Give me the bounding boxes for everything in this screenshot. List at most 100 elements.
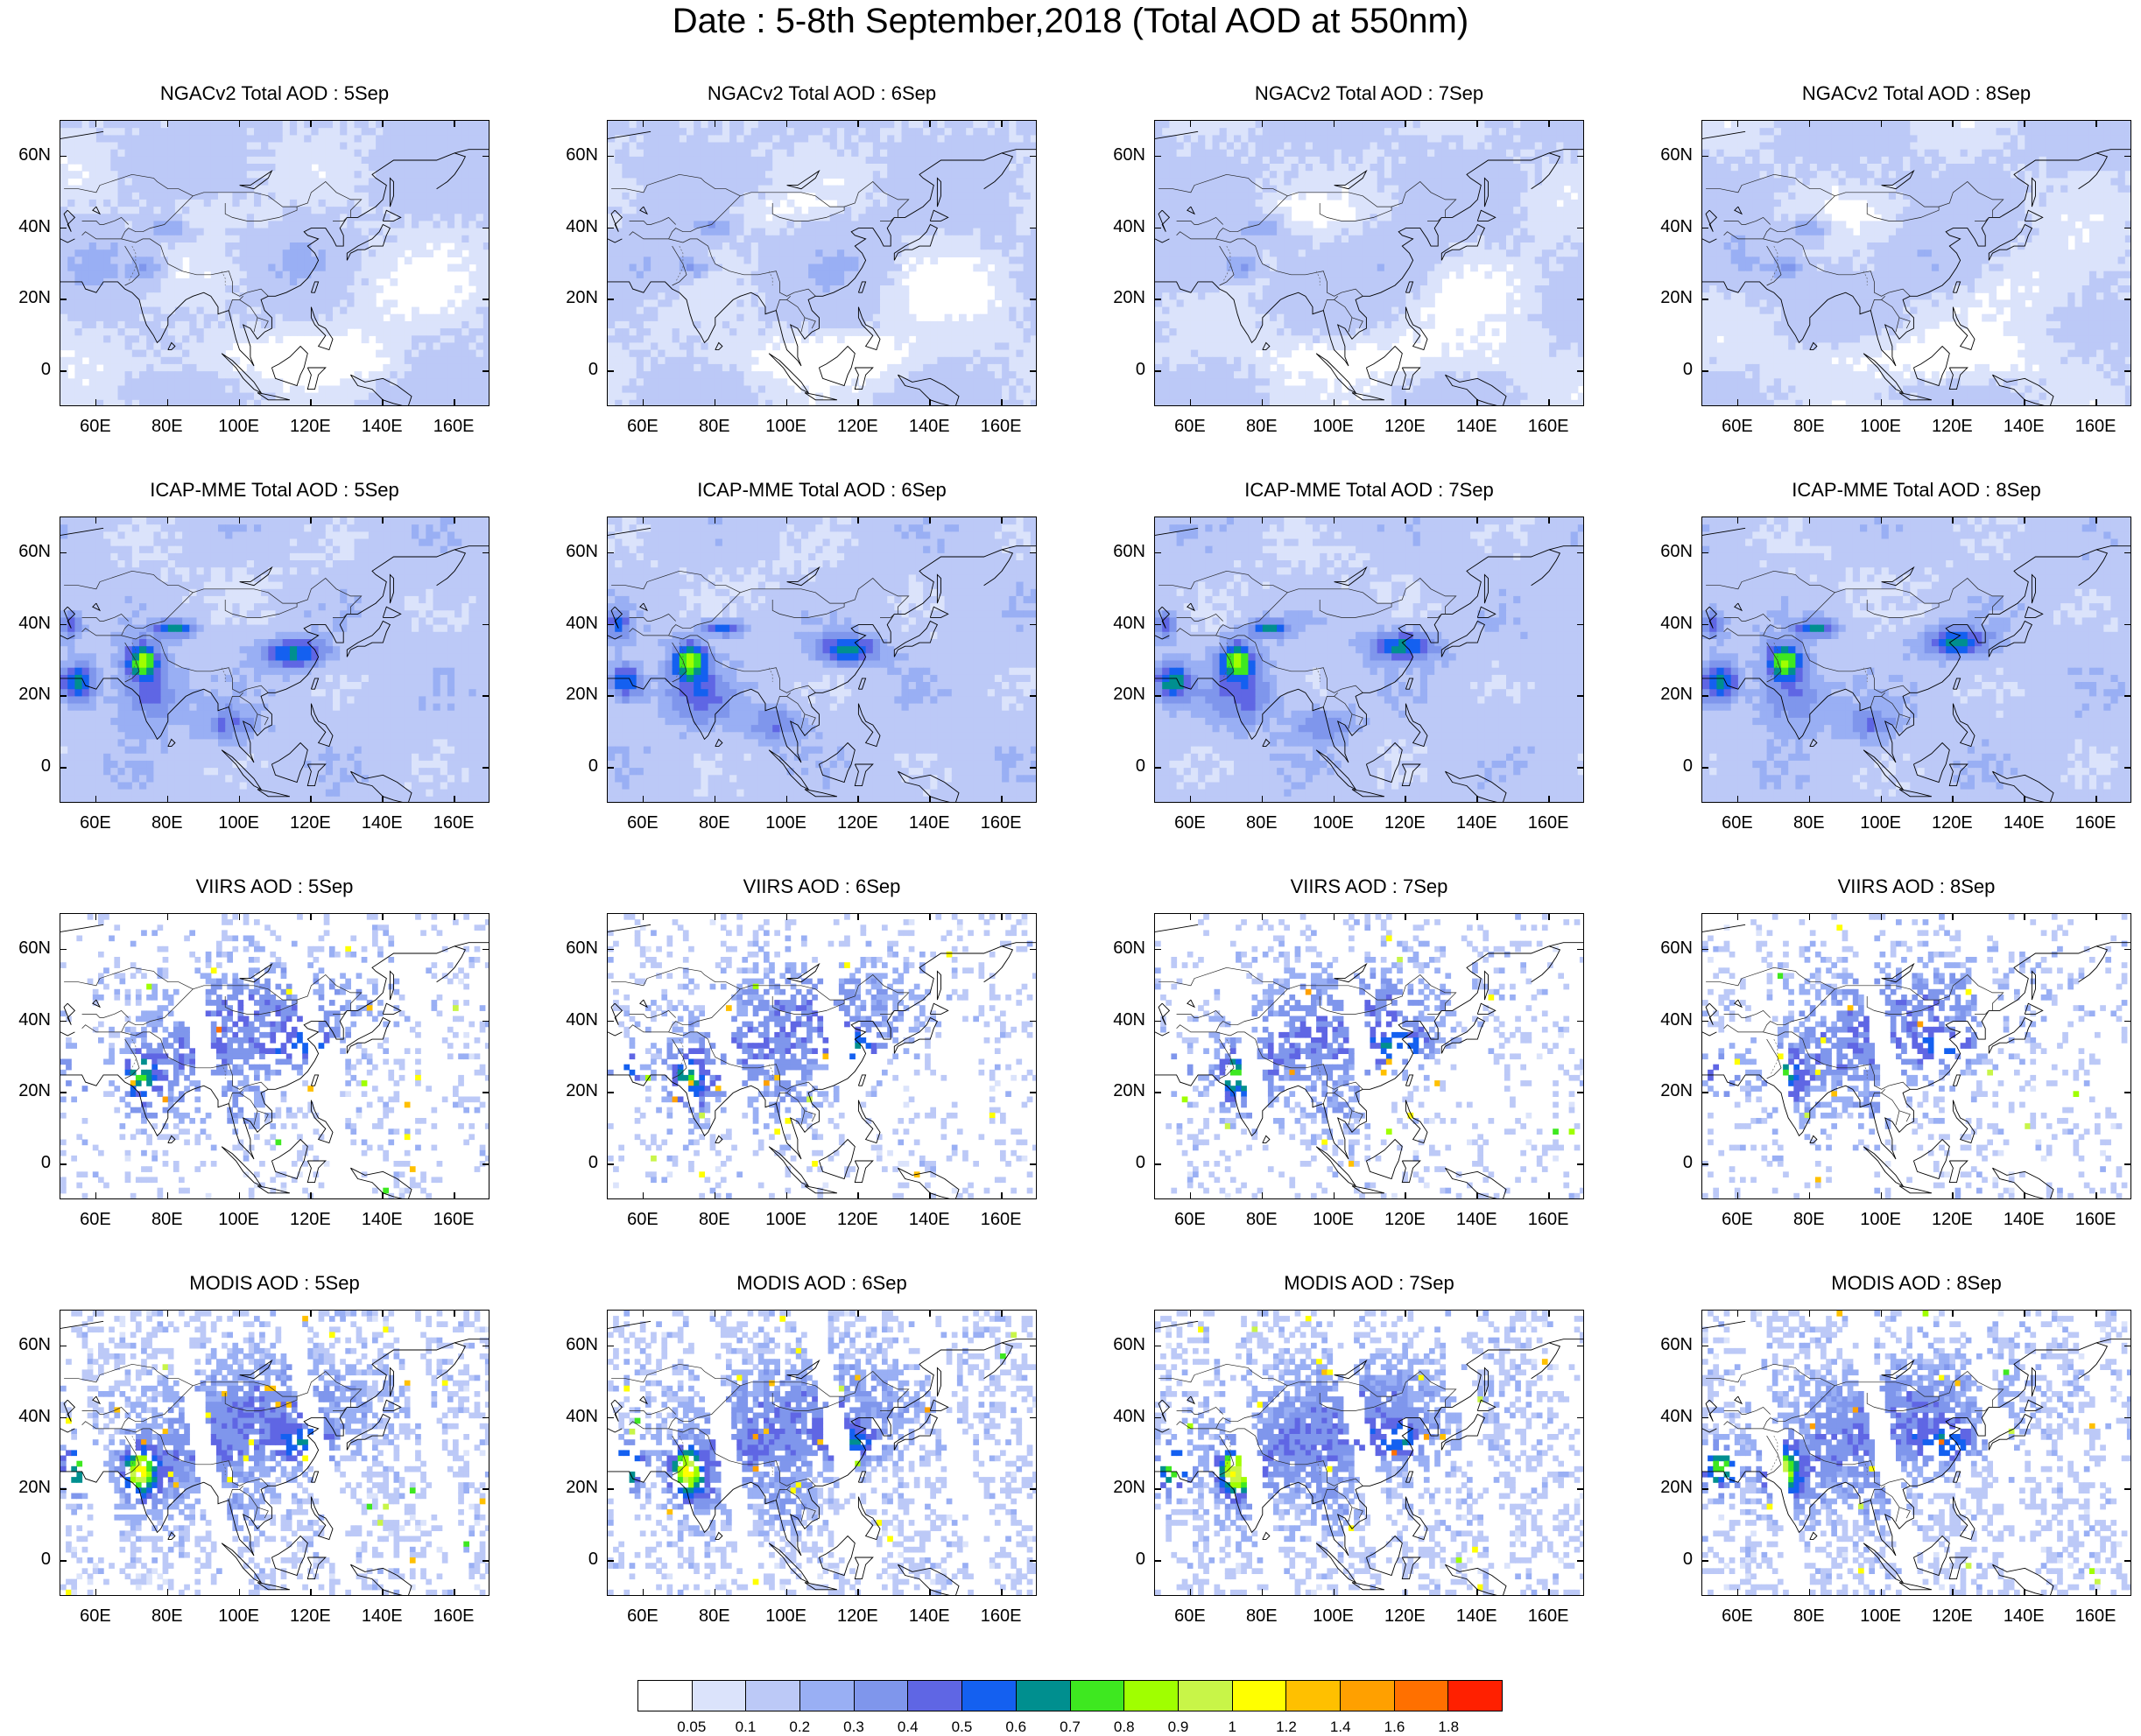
lat-tick-label: 20N (554, 685, 598, 705)
colorbar-swatch (1017, 1681, 1071, 1711)
tick-mark (1548, 913, 1550, 920)
lon-tick-label: 60E (1707, 1210, 1768, 1230)
tick-mark (1952, 1192, 1954, 1199)
colorbar-label: 1.4 (1314, 1718, 1367, 1736)
tick-mark (2024, 913, 2025, 920)
lon-tick-label: 140E (1446, 417, 1507, 437)
aod-field (1155, 1311, 1584, 1596)
aod-field (60, 914, 489, 1199)
aod-field (1702, 914, 2131, 1199)
tick-mark (1476, 120, 1478, 127)
lon-tick-label: 100E (208, 813, 270, 833)
tick-mark (1809, 399, 1811, 406)
tick-mark (1154, 552, 1161, 554)
lat-tick-label: 40N (7, 1407, 51, 1427)
tick-mark (1737, 517, 1739, 524)
tick-mark (643, 1192, 644, 1199)
tick-mark (2124, 1417, 2131, 1419)
tick-mark (1577, 1021, 1584, 1023)
lat-tick-label: 40N (7, 217, 51, 237)
lat-tick-label: 60N (1102, 542, 1145, 562)
tick-mark (1577, 1346, 1584, 1347)
tick-mark (1001, 517, 1003, 524)
lat-tick-label: 0 (1102, 1153, 1145, 1173)
tick-mark (1809, 1192, 1811, 1199)
tick-mark (1154, 624, 1161, 626)
lon-tick-label: 80E (1778, 417, 1840, 437)
tick-mark (1405, 796, 1406, 803)
tick-mark (482, 1163, 489, 1165)
tick-mark (607, 552, 614, 554)
tick-mark (60, 228, 67, 229)
lon-tick-label: 60E (612, 417, 673, 437)
tick-mark (382, 913, 384, 920)
tick-mark (1405, 1310, 1406, 1317)
lat-tick-label: 0 (1649, 1550, 1693, 1570)
lon-tick-label: 60E (1707, 813, 1768, 833)
tick-mark (1405, 399, 1406, 406)
tick-mark (95, 120, 97, 127)
figure-title: Date : 5-8th September,2018 (Total AOD a… (0, 2, 2141, 41)
tick-mark (2124, 1092, 2131, 1093)
tick-mark (2124, 370, 2131, 372)
tick-mark (1262, 399, 1264, 406)
tick-mark (1154, 767, 1161, 769)
lat-tick-label: 60N (554, 938, 598, 959)
tick-mark (482, 767, 489, 769)
tick-mark (1334, 1192, 1335, 1199)
map-panel (607, 120, 1037, 406)
tick-mark (1701, 1417, 1708, 1419)
aod-field (608, 914, 1037, 1199)
tick-mark (2095, 517, 2097, 524)
tick-mark (454, 1589, 455, 1596)
tick-mark (1701, 552, 1708, 554)
lat-tick-label: 0 (554, 1550, 598, 1570)
tick-mark (1262, 1589, 1264, 1596)
tick-mark (1809, 1310, 1811, 1317)
lat-tick-label: 0 (1649, 1153, 1693, 1173)
tick-mark (1030, 1417, 1037, 1419)
lat-tick-label: 20N (1102, 685, 1145, 705)
tick-mark (1001, 913, 1003, 920)
lon-tick-label: 100E (208, 1210, 270, 1230)
lat-tick-label: 0 (1102, 360, 1145, 380)
tick-mark (2024, 1192, 2025, 1199)
tick-mark (1952, 796, 1954, 803)
tick-mark (1476, 1589, 1478, 1596)
lon-tick-label: 80E (137, 813, 198, 833)
tick-mark (1952, 120, 1954, 127)
tick-mark (1548, 399, 1550, 406)
aod-field (608, 1311, 1037, 1596)
tick-mark (60, 1163, 67, 1165)
lon-tick-label: 100E (1850, 1606, 1912, 1627)
tick-mark (2124, 1163, 2131, 1165)
lon-tick-label: 80E (1778, 813, 1840, 833)
colorbar-label: 0.05 (666, 1718, 718, 1736)
colorbar-swatch (1341, 1681, 1395, 1711)
lon-tick-label: 140E (898, 1210, 960, 1230)
tick-mark (1701, 949, 1708, 951)
lon-tick-label: 120E (827, 1210, 888, 1230)
colorbar-swatch (746, 1681, 800, 1711)
aod-colorbar (637, 1680, 1503, 1711)
tick-mark (715, 399, 716, 406)
lon-tick-label: 120E (279, 417, 341, 437)
tick-mark (1190, 120, 1192, 127)
lon-tick-label: 160E (1518, 1210, 1579, 1230)
tick-mark (167, 796, 169, 803)
tick-mark (1577, 1560, 1584, 1562)
tick-mark (60, 552, 67, 554)
lon-tick-label: 100E (1850, 813, 1912, 833)
lon-tick-label: 140E (1993, 813, 2054, 833)
tick-mark (643, 1589, 644, 1596)
tick-mark (482, 624, 489, 626)
lon-tick-label: 80E (684, 1606, 745, 1627)
tick-mark (454, 399, 455, 406)
tick-mark (1001, 399, 1003, 406)
tick-mark (1548, 1310, 1550, 1317)
colorbar-swatch (1124, 1681, 1179, 1711)
panel-title: NGACv2 Total AOD : 5Sep (12, 82, 538, 105)
lon-tick-label: 80E (684, 417, 745, 437)
tick-mark (786, 1310, 788, 1317)
tick-mark (857, 120, 859, 127)
